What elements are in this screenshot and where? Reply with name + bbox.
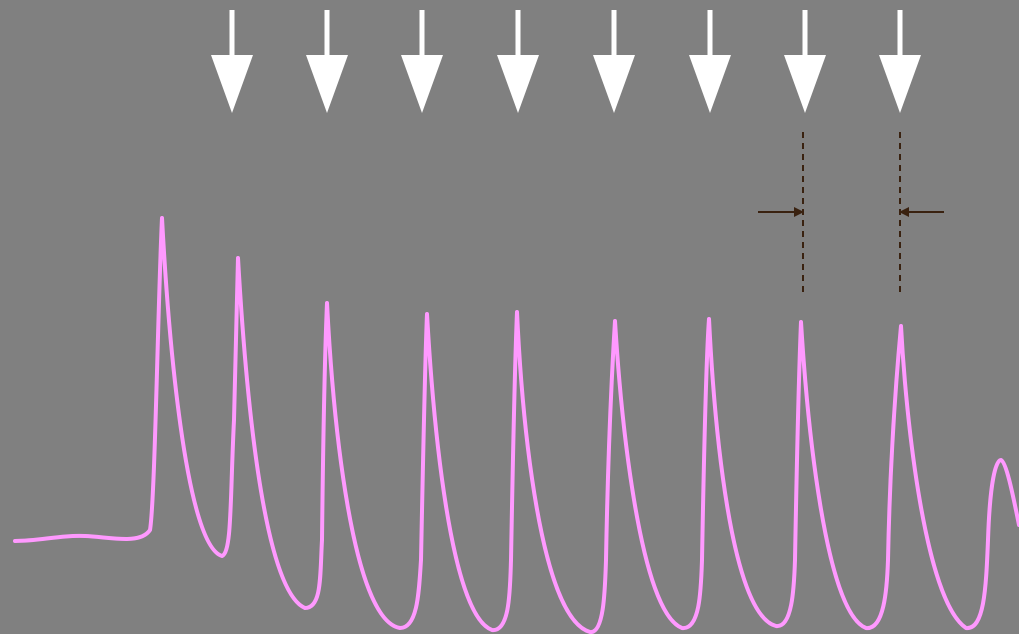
down-arrow-icon — [497, 55, 539, 113]
stimulus-arrow-7 — [784, 10, 826, 113]
down-arrow-icon — [879, 55, 921, 113]
down-arrow-icon — [689, 55, 731, 113]
stimulus-arrow-2 — [306, 10, 348, 113]
down-arrow-icon — [593, 55, 635, 113]
response-trace — [13, 216, 1019, 634]
down-arrow-icon — [784, 55, 826, 113]
stimulus-arrow-1 — [211, 10, 253, 113]
stimulus-arrows — [211, 10, 921, 113]
stimulus-arrow-6 — [689, 10, 731, 113]
down-arrow-icon — [211, 55, 253, 113]
down-arrow-icon — [401, 55, 443, 113]
stimulus-arrow-4 — [497, 10, 539, 113]
interval-marker — [758, 132, 944, 292]
stimulus-arrow-5 — [593, 10, 635, 113]
stimulus-arrow-8 — [879, 10, 921, 113]
stimulus-arrow-3 — [401, 10, 443, 113]
down-arrow-icon — [306, 55, 348, 113]
